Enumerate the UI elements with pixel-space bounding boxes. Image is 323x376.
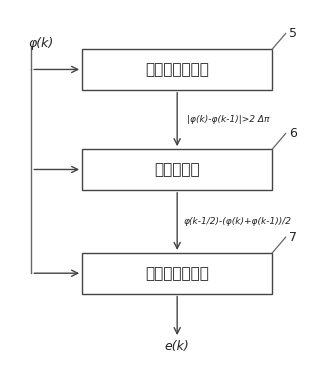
Text: 欧氏距离检测器: 欧氏距离检测器 <box>145 62 209 77</box>
Text: e(k): e(k) <box>165 340 190 353</box>
Bar <box>82 253 272 294</box>
Text: φ(k-1/2)-(φ(k)+φ(k-1))/2: φ(k-1/2)-(φ(k)+φ(k-1))/2 <box>183 217 292 226</box>
Text: 定时偏差计算器: 定时偏差计算器 <box>145 266 209 281</box>
Text: 6: 6 <box>289 127 297 140</box>
Text: 中值调整器: 中值调整器 <box>154 162 200 177</box>
Bar <box>82 149 272 190</box>
Text: |φ(k)-φ(k-1)|>2 Δπ: |φ(k)-φ(k-1)|>2 Δπ <box>187 115 269 124</box>
Text: 5: 5 <box>289 27 297 40</box>
Bar <box>82 49 272 90</box>
Text: 7: 7 <box>289 231 297 244</box>
Text: φ(k): φ(k) <box>28 37 53 50</box>
